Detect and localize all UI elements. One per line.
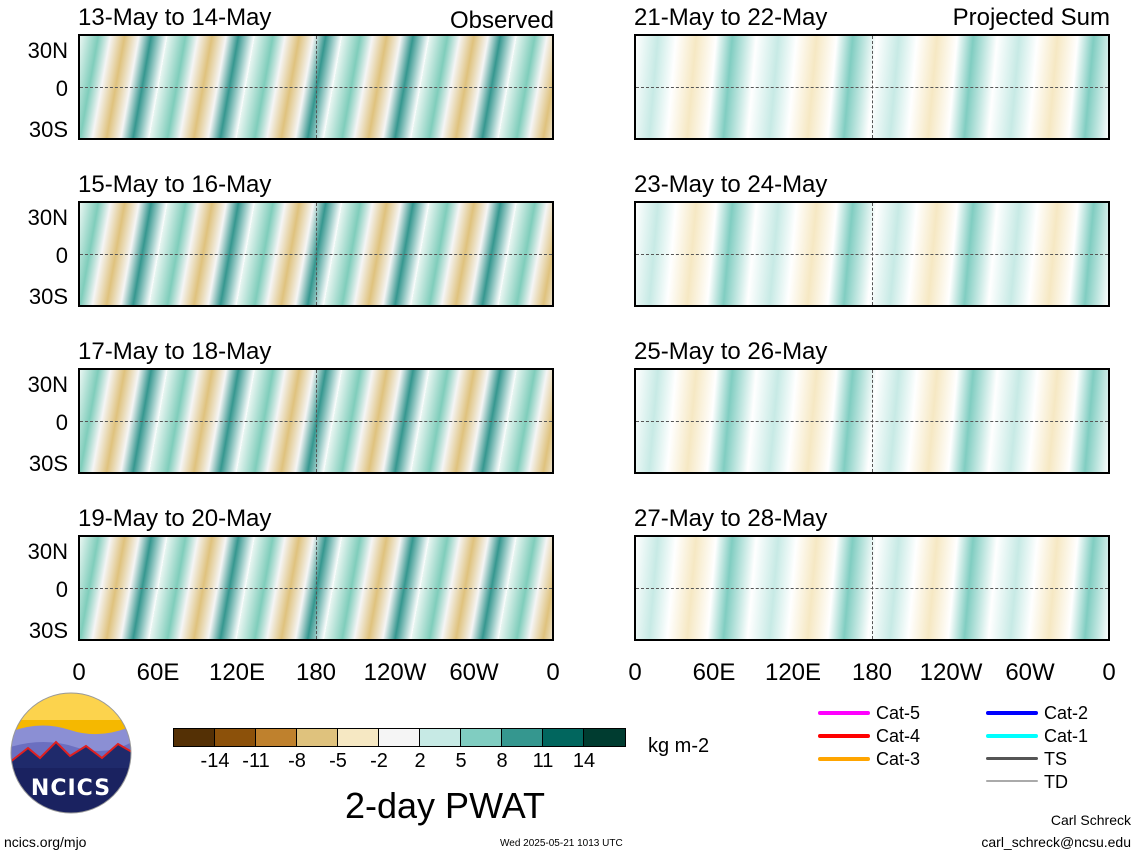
colorbar-swatch [461,729,502,746]
legend-label-cat3: Cat-3 [876,749,921,769]
lat-tick: 0 [55,577,68,602]
legend-swatch-cat4 [818,734,870,738]
footer-author: Carl Schreck [1050,812,1131,828]
ncics-logo: NCICS [10,692,132,814]
lat-tick: 30S [28,451,68,476]
lon-tick: 0 [628,659,642,686]
lat-tick: 0 [55,410,68,435]
lon-tick: 0 [1102,659,1116,686]
legend-label-td: TD [1044,772,1068,792]
map-observed-3 [78,368,554,474]
panel-title: 25-May to 26-May [634,338,828,365]
projected-label: Projected Sum [952,4,1110,31]
colorbar-tick-label: 8 [496,750,508,772]
map-projected-1 [634,34,1110,140]
footer-timestamp: Wed 2025-05-21 1013 UTC [500,838,623,849]
colorbar-swatch [174,729,215,746]
colorbar-swatch [379,729,420,746]
legend-swatch-cat3 [818,757,870,761]
lon-tick: 60W [1005,659,1055,686]
colorbar-swatch [256,729,297,746]
colorbar-tick-label: -5 [329,750,347,772]
colorbar-swatch [543,729,584,746]
map-projected-2 [634,201,1110,307]
colorbar-tick-label: -8 [288,750,306,772]
colorbar-tick-label: 11 [532,750,554,772]
lat-tick: 0 [55,76,68,101]
map-observed-1 [78,34,554,140]
colorbar-tick-label: 5 [455,750,467,772]
legend-swatch-td [986,780,1038,782]
map-projected-3 [634,368,1110,474]
panel-title: 27-May to 28-May [634,505,828,532]
colorbar-tick-label: -2 [370,750,388,772]
lat-tick: 30S [28,284,68,309]
legend-label-cat4: Cat-4 [876,726,921,746]
colorbar-swatch [420,729,461,746]
legend-swatch-ts [986,757,1038,760]
legend-label-ts: TS [1044,749,1068,769]
observed-label: Observed [449,7,554,34]
panel-title: 17-May to 18-May [78,338,272,365]
lon-tick: 180 [295,659,337,686]
figure-title: 2-day PWAT [345,785,546,826]
lat-tick: 30S [28,618,68,643]
colorbar-swatch [297,729,338,746]
legend-swatch-cat2 [986,711,1038,715]
lon-tick: 0 [546,659,560,686]
lat-tick: 30N [27,205,68,230]
panel-title: 19-May to 20-May [78,505,272,532]
colorbar-tick-label: 2 [414,750,426,772]
lon-tick: 0 [72,659,86,686]
lon-tick: 180 [851,659,893,686]
panel-title: 13-May to 14-May [78,4,272,31]
lat-tick: 30S [28,117,68,142]
logo-text: NCICS [30,776,112,801]
lon-tick: 60W [449,659,499,686]
lat-tick: 30N [27,38,68,63]
colorbar [173,728,626,747]
colorbar-swatch [584,729,625,746]
legend-label-cat1: Cat-1 [1044,726,1089,746]
map-observed-4 [78,535,554,641]
panel-title: 23-May to 24-May [634,171,828,198]
colorbar-swatch [502,729,543,746]
lon-tick: 120E [208,659,266,686]
map-observed-2 [78,201,554,307]
legend-label-cat5: Cat-5 [876,703,921,723]
lon-tick: 60E [136,659,180,686]
colorbar-swatch [215,729,256,746]
lat-tick: 0 [55,243,68,268]
lat-tick: 30N [27,539,68,564]
panel-title: 15-May to 16-May [78,171,272,198]
colorbar-tick-label: -14 [200,750,230,772]
footer-url[interactable]: ncics.org/mjo [4,834,87,850]
legend-swatch-cat1 [986,734,1038,738]
map-projected-4 [634,535,1110,641]
legend-swatch-cat5 [818,711,870,715]
units-label: kg m-2 [648,735,710,757]
lon-tick: 60E [692,659,736,686]
lat-tick: 30N [27,372,68,397]
colorbar-swatch [338,729,379,746]
panel-title: 21-May to 22-May [634,4,828,31]
footer-email[interactable]: carl_schreck@ncsu.edu [981,834,1131,850]
lon-tick: 120E [764,659,822,686]
lon-tick: 120W [363,659,427,686]
colorbar-tick-label: 14 [572,750,596,772]
colorbar-tick-label: -11 [242,750,270,772]
lon-tick: 120W [919,659,983,686]
legend-label-cat2: Cat-2 [1044,703,1089,723]
